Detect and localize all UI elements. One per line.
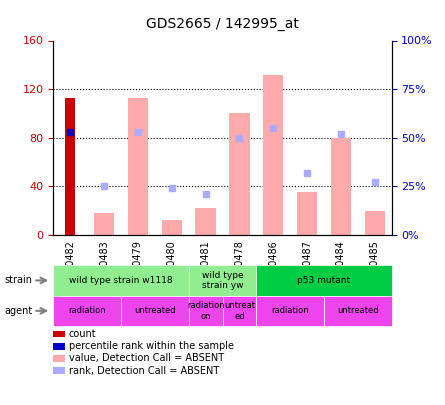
Text: untreat
ed: untreat ed — [224, 301, 255, 320]
Bar — [65, 98, 75, 235]
Bar — [229, 113, 250, 235]
Text: count: count — [69, 329, 97, 339]
Text: wild type
strain yw: wild type strain yw — [202, 271, 243, 290]
Bar — [331, 138, 351, 235]
Text: agent: agent — [4, 306, 32, 316]
Text: radiation
on: radiation on — [187, 301, 224, 320]
Text: rank, Detection Call = ABSENT: rank, Detection Call = ABSENT — [69, 366, 219, 375]
Text: GDS2665 / 142995_at: GDS2665 / 142995_at — [146, 17, 299, 31]
Text: wild type strain w1118: wild type strain w1118 — [69, 276, 173, 285]
Text: untreated: untreated — [134, 306, 176, 315]
Text: radiation: radiation — [271, 306, 309, 315]
Bar — [162, 220, 182, 235]
Bar — [94, 213, 114, 235]
Bar — [263, 75, 283, 235]
Bar — [364, 211, 385, 235]
Text: strain: strain — [4, 275, 32, 286]
Text: p53 mutant: p53 mutant — [297, 276, 351, 285]
Bar — [297, 192, 317, 235]
Bar — [128, 98, 148, 235]
Text: radiation: radiation — [69, 306, 106, 315]
Text: untreated: untreated — [337, 306, 379, 315]
Text: percentile rank within the sample: percentile rank within the sample — [69, 341, 234, 351]
Bar — [195, 208, 216, 235]
Text: value, Detection Call = ABSENT: value, Detection Call = ABSENT — [69, 354, 224, 363]
